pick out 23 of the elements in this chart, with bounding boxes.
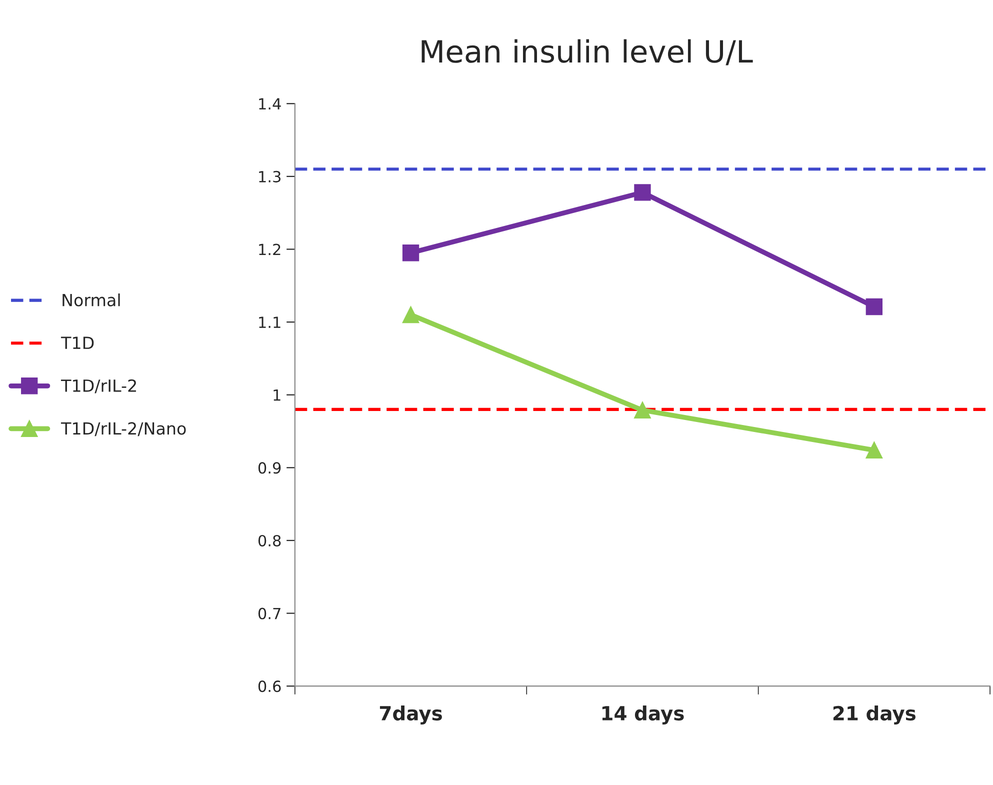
y-tick-label: 1.1 [259, 316, 280, 328]
y-tick-label: 0.8 [258, 534, 281, 546]
x-tick-label: 7days [380, 706, 442, 725]
point [866, 442, 883, 459]
y-tick-label: 1.2 [259, 244, 280, 256]
legend-label: Normal [62, 293, 120, 306]
legend-label: T1D/rIL-2 [60, 379, 136, 394]
point [634, 184, 651, 201]
legend-label: T1D [60, 336, 94, 349]
y-tick-label: 1 [274, 390, 280, 401]
legend-label: T1D/rIL-2/Nano [60, 422, 186, 436]
point [634, 402, 651, 418]
point [866, 298, 883, 316]
point [402, 306, 420, 324]
point [402, 244, 420, 262]
y-tick-label: 0.9 [258, 462, 281, 474]
y-tick-label: 1.3 [259, 170, 281, 182]
x-tick-label: 14 days [602, 706, 684, 725]
y-tick-label: 1.4 [259, 98, 281, 110]
y-tick-label: 0.7 [258, 608, 280, 620]
y-tick-label: 0.6 [258, 680, 281, 692]
chart-title: Mean insulin level U/L [422, 39, 753, 66]
x-tick-label: 21 days [833, 706, 916, 725]
